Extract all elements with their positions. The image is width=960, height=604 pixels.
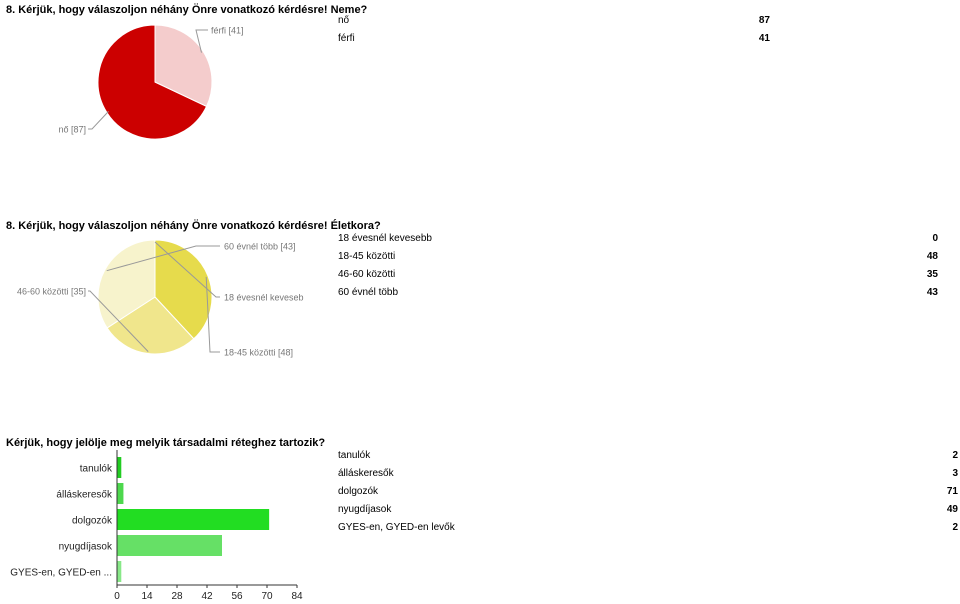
bar-1 <box>117 483 124 504</box>
age-table-row-label: 18-45 közötti <box>338 250 396 262</box>
age-pie-slice-label-3: 60 évnél több [43] <box>106 242 296 272</box>
age-table-row: 46-60 közötti 35 <box>338 265 938 283</box>
age-table-row-label: 18 évesnél kevesebb <box>338 232 432 244</box>
bar-0 <box>117 457 122 478</box>
age-table-row: 60 évnél több 43 <box>338 283 938 301</box>
age-table-row-value: 48 <box>926 250 938 262</box>
age-pie-slice-46-60-k-z-tti <box>106 296 195 355</box>
gender-pie-slice-f-rfi <box>154 24 213 108</box>
age-pie-slice-label-0: 18 évesnél keveseb <box>154 241 304 303</box>
bar-category-label-1: álláskeresők <box>56 490 113 501</box>
social-group-table-row-label: nyugdíjasok <box>338 503 392 515</box>
age-pie-slice-label-2: 46-60 közötti [35] <box>17 287 149 352</box>
bar-3 <box>117 535 222 556</box>
gender-table-row-value: 87 <box>758 14 770 26</box>
age-table-row-value: 0 <box>932 232 938 244</box>
social-group-table-row: álláskeresők 3 <box>338 464 958 482</box>
gender-table-row-label: nő <box>338 14 350 26</box>
section-title-social-group: Kérjük, hogy jelölje meg melyik társadal… <box>6 437 326 449</box>
svg-text:46-60 közötti [35]: 46-60 közötti [35] <box>17 287 86 297</box>
social-group-table-row: tanulók 2 <box>338 446 958 464</box>
gender-table-row: férfi 41 <box>338 29 770 47</box>
age-table-row: 18-45 közötti 48 <box>338 247 938 265</box>
bar-2 <box>117 509 270 530</box>
social-group-table-row-value: 2 <box>952 449 958 461</box>
gender-table-row-value: 41 <box>758 32 770 44</box>
age-pie-slice-label-1: 18-45 közötti [48] <box>205 276 293 358</box>
gender-table-row: nő 87 <box>338 11 770 29</box>
svg-text:nő [87]: nő [87] <box>58 125 86 135</box>
social-group-table-row-label: tanulók <box>338 449 371 461</box>
social-group-table-row-label: GYES-en, GYED-en levők <box>338 521 455 533</box>
x-tick-label-5: 70 <box>261 591 273 602</box>
social-group-table-row-value: 49 <box>946 503 958 515</box>
bar-category-label-4: GYES-en, GYED-en ... <box>10 568 112 579</box>
social-group-table-row-label: álláskeresők <box>338 467 394 479</box>
section-title-age: 8. Kérjük, hogy válaszoljon néhány Önre … <box>6 220 381 232</box>
bar-4 <box>117 561 122 582</box>
social-group-table-row: dolgozók 71 <box>338 482 958 500</box>
svg-text:18-45 közötti [48]: 18-45 közötti [48] <box>224 348 293 358</box>
x-tick-label-1: 14 <box>141 591 153 602</box>
svg-text:férfi [41]: férfi [41] <box>211 26 244 36</box>
age-table-row: 18 évesnél kevesebb 0 <box>338 229 938 247</box>
social-group-bar-chart: tanulók álláskeresők dolgozók nyugdíjasok GY… <box>10 450 303 602</box>
age-pie-chart: 18 évesnél keveseb 18-45 közötti [48] 46-6… <box>17 239 304 358</box>
social-group-table-row: nyugdíjasok 49 <box>338 500 958 518</box>
social-group-summary-table: tanulók 2 álláskeresők 3 dolgozók 71 nyugdíjas… <box>338 446 958 536</box>
social-group-table-row-label: dolgozók <box>338 485 379 497</box>
age-summary-table: 18 évesnél kevesebb 0 18-45 közötti 48 46-60… <box>338 229 938 301</box>
x-tick-label-6: 84 <box>291 591 303 602</box>
age-table-row-value: 43 <box>926 286 938 298</box>
x-tick-label-0: 0 <box>114 591 120 602</box>
age-pie-slice-18-45-k-z-tti <box>154 239 213 340</box>
gender-pie-chart: nő [87] férfi [41] <box>58 24 244 140</box>
social-group-table-row-value: 71 <box>946 485 958 497</box>
age-table-row-label: 46-60 közötti <box>338 268 396 280</box>
bar-category-label-0: tanulók <box>80 464 113 475</box>
gender-table-row-label: férfi <box>338 32 355 44</box>
bar-category-label-2: dolgozók <box>72 516 113 527</box>
social-group-table-row-value: 2 <box>952 521 958 533</box>
svg-text:18 évesnél keveseb: 18 évesnél keveseb <box>224 293 304 303</box>
gender-pie-slice-label-1: férfi [41] <box>195 26 244 53</box>
social-group-table-row: GYES-en, GYED-en levők 2 <box>338 518 958 536</box>
gender-summary-table: nő 87 férfi 41 <box>338 11 770 47</box>
x-tick-label-4: 56 <box>231 591 243 602</box>
age-pie-slice-60-vn-l-t-bb <box>97 239 156 329</box>
gender-pie-slice-label-0: nő [87] <box>58 111 109 135</box>
age-table-row-value: 35 <box>926 268 938 280</box>
svg-text:60 évnél több [43]: 60 évnél több [43] <box>224 242 296 252</box>
bar-category-label-3: nyugdíjasok <box>59 542 113 553</box>
age-table-row-label: 60 évnél több <box>338 286 399 298</box>
x-tick-label-3: 42 <box>201 591 213 602</box>
x-tick-label-2: 28 <box>171 591 183 602</box>
section-title-gender: 8. Kérjük, hogy válaszoljon néhány Önre … <box>6 4 368 16</box>
social-group-table-row-value: 3 <box>952 467 958 479</box>
